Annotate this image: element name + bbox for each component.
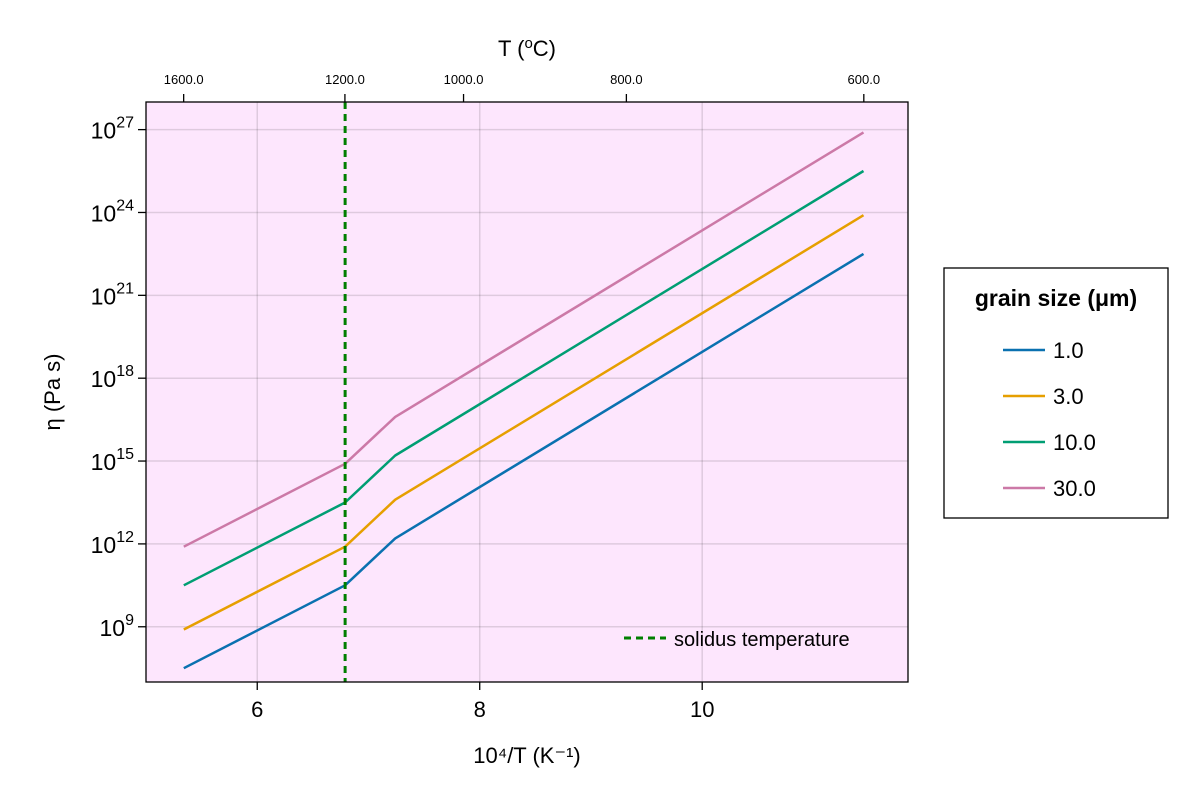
y-tick-label: 1024 [91,197,134,226]
x-tick-label: 6 [251,697,263,722]
series-line-30-0 [183,131,865,548]
top-tick-label: 1200.0 [325,72,365,87]
legend-label: 3.0 [1053,384,1084,409]
plot-background [146,102,908,682]
y-tick-label: 1027 [91,115,134,144]
y-tick-label: 1012 [91,529,134,558]
x-axis-label: 10⁴/T (K⁻¹) [473,743,580,768]
y-tick-label-exponent: 15 [116,446,134,463]
top-axis-label: T (oC) [498,35,556,61]
plot-frame [145,101,909,683]
legend-label: 10.0 [1053,430,1096,455]
top-tick-label: 600.0 [848,72,881,87]
legend-title: grain size (μm) [975,285,1137,311]
legend: grain size (μm) 1.0 3.0 10.0 30.0 [943,267,1169,519]
y-tick-label-base: 10 [91,200,117,226]
legend-label: 30.0 [1053,476,1096,501]
y-tick-label-exponent: 18 [116,363,134,380]
top-tick-label: 800.0 [610,72,643,87]
series-line-10-0 [183,169,865,587]
y-tick-label-base: 10 [100,615,126,641]
series-layer [183,131,865,670]
y-tick-label-exponent: 12 [116,529,134,546]
y-tick-label-base: 10 [91,366,117,392]
y-tick-label-base: 10 [91,118,117,144]
legend-items: 1.0 3.0 10.0 30.0 [1003,338,1096,501]
y-axis-label: η (Pa s) [40,353,65,430]
y-tick-label: 1015 [91,446,134,475]
y-tick-label-base: 10 [91,532,117,558]
legend-box [943,267,1169,519]
solidus-legend-label: solidus temperature [674,629,850,651]
series-line-3-0 [183,214,865,631]
y-tick-label-base: 10 [91,449,117,475]
y-tick-label-exponent: 21 [116,280,134,297]
y-tick-label-base: 10 [91,283,117,309]
y-tick-label-exponent: 24 [116,197,134,214]
top-tick-label: 1000.0 [444,72,484,87]
x-tick-label: 8 [474,697,486,722]
series-line-1-0 [183,252,865,670]
y-tick-label-exponent: 27 [116,115,134,132]
y-tick-label: 109 [100,612,135,641]
y-tick-label: 1018 [91,363,134,392]
legend-label: 1.0 [1053,338,1084,363]
y-tick-label: 1021 [91,280,134,309]
top-tick-label: 1600.0 [164,72,204,87]
solidus-legend: solidus temperature [624,629,850,651]
grid-lines [146,102,908,682]
x-tick-label: 10 [690,697,714,722]
y-tick-label-exponent: 9 [125,612,134,629]
